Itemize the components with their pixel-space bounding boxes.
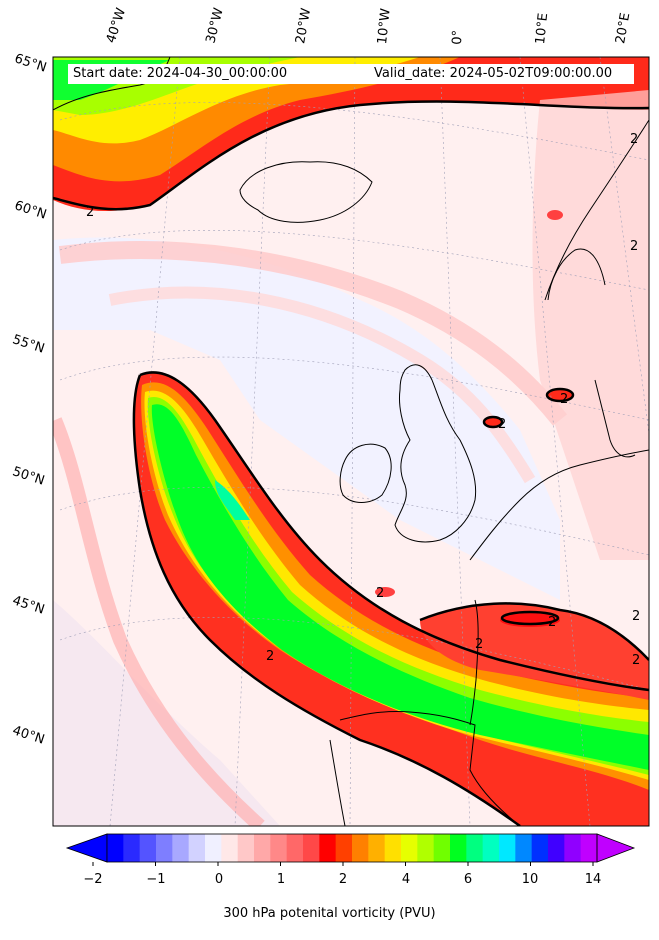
colorbar-segment <box>107 834 124 862</box>
colorbar-segment <box>564 834 582 862</box>
colorbar-segment <box>482 834 500 862</box>
southeast-red <box>420 603 649 700</box>
map-field: 2 2 2 2 2 2 2 2 2 2 2 <box>53 57 649 826</box>
colorbar-segment <box>580 834 598 862</box>
contour-label: 2 <box>548 615 556 630</box>
colorbar-segment <box>254 834 271 862</box>
streamer-orange <box>141 382 649 790</box>
colorbar-segment <box>303 834 320 862</box>
pv-blob <box>547 210 563 220</box>
contour-label: 2 <box>266 649 274 664</box>
colorbar-tick-label: 10 <box>521 872 539 887</box>
colorbar-segment <box>417 834 435 862</box>
colorbar-segment <box>172 834 190 862</box>
colorbar-segment <box>548 834 565 862</box>
africa-coast <box>329 739 346 826</box>
pv-blob <box>546 388 574 402</box>
colorbar-tick-label: −1 <box>146 872 166 887</box>
contour-label: 2 <box>630 239 638 254</box>
colorbar-segment <box>221 834 239 862</box>
start-date: Start date: 2024-04-30_00:00:00 <box>73 66 288 81</box>
streamer-cyan-spot <box>215 480 250 520</box>
colorbar-segment <box>123 834 141 862</box>
colorbar-segment <box>319 834 337 862</box>
contour-label: 2 <box>376 586 384 601</box>
colorbar <box>65 833 636 866</box>
colorbar-tick-label: 1 <box>276 872 286 887</box>
pv-2-contours <box>53 100 649 826</box>
colorbar-segment <box>188 834 206 862</box>
colorbar-segment <box>139 834 157 862</box>
header-box <box>68 64 634 84</box>
continent-coast <box>469 449 649 561</box>
map-frame <box>52 56 650 827</box>
colorbar-segment <box>352 834 369 862</box>
contour-label: 2 <box>560 392 568 407</box>
colorbar-tick-label: 0 <box>214 872 224 887</box>
streamer-green <box>151 404 649 770</box>
denmark-coast <box>594 379 636 458</box>
colorbar-segment <box>499 834 516 862</box>
iceland-coast <box>239 161 373 223</box>
colorbar-segment <box>384 834 402 862</box>
colorbar-max-arrow <box>596 833 636 863</box>
colorbar-tick-label: 6 <box>463 872 473 887</box>
colorbar-tick-label: 4 <box>401 872 411 887</box>
colorbar-segment <box>466 834 484 862</box>
colorbar-segment <box>433 834 451 862</box>
colorbar-segment <box>270 834 288 862</box>
valid-date: Valid_date: 2024-05-02T09:00:00.00 <box>374 66 613 81</box>
norway-coast <box>547 248 606 301</box>
colorbar-min-arrow <box>65 833 108 863</box>
colorbar-segment <box>368 834 386 862</box>
colorbar-segment <box>335 834 353 862</box>
colorbar-segment <box>156 834 173 862</box>
iberia-coast <box>339 711 521 826</box>
contour-label: 2 <box>498 417 506 432</box>
graticule <box>59 57 649 826</box>
pink-band-arc <box>58 241 568 426</box>
contour-label: 2 <box>475 637 483 652</box>
contour-label: 2 <box>632 609 640 624</box>
contour-label: 2 <box>632 653 640 668</box>
colorbar-tick-label: 2 <box>338 872 348 887</box>
east-pink-zone <box>532 90 649 560</box>
colorbar-tick-label: −2 <box>83 872 103 887</box>
contour-label: 2 <box>86 205 94 220</box>
colorbar-segment <box>531 834 549 862</box>
colorbar-segment <box>450 834 467 862</box>
contour-label: 2 <box>630 132 638 147</box>
colorbar-segment <box>237 834 255 862</box>
colorbar-frame <box>106 833 598 863</box>
france-coast <box>469 599 479 726</box>
colorbar-segment <box>286 834 304 862</box>
colorbar-label: 300 hPa potenital vorticity (PVU) <box>223 906 436 921</box>
lon-label: 0° <box>450 29 466 45</box>
colorbar-segment <box>515 834 533 862</box>
colorbar-segment <box>205 834 222 862</box>
ireland-coast <box>339 443 392 503</box>
britain-coast <box>394 364 477 543</box>
colorbar-tick-label: 14 <box>584 872 602 887</box>
contour-labels: 2 2 2 2 2 2 2 2 2 2 2 <box>86 132 640 668</box>
colorbar-segment <box>401 834 418 862</box>
pink-band-west <box>53 417 265 826</box>
pv-blob <box>375 587 395 597</box>
low-pv-region <box>53 237 560 600</box>
